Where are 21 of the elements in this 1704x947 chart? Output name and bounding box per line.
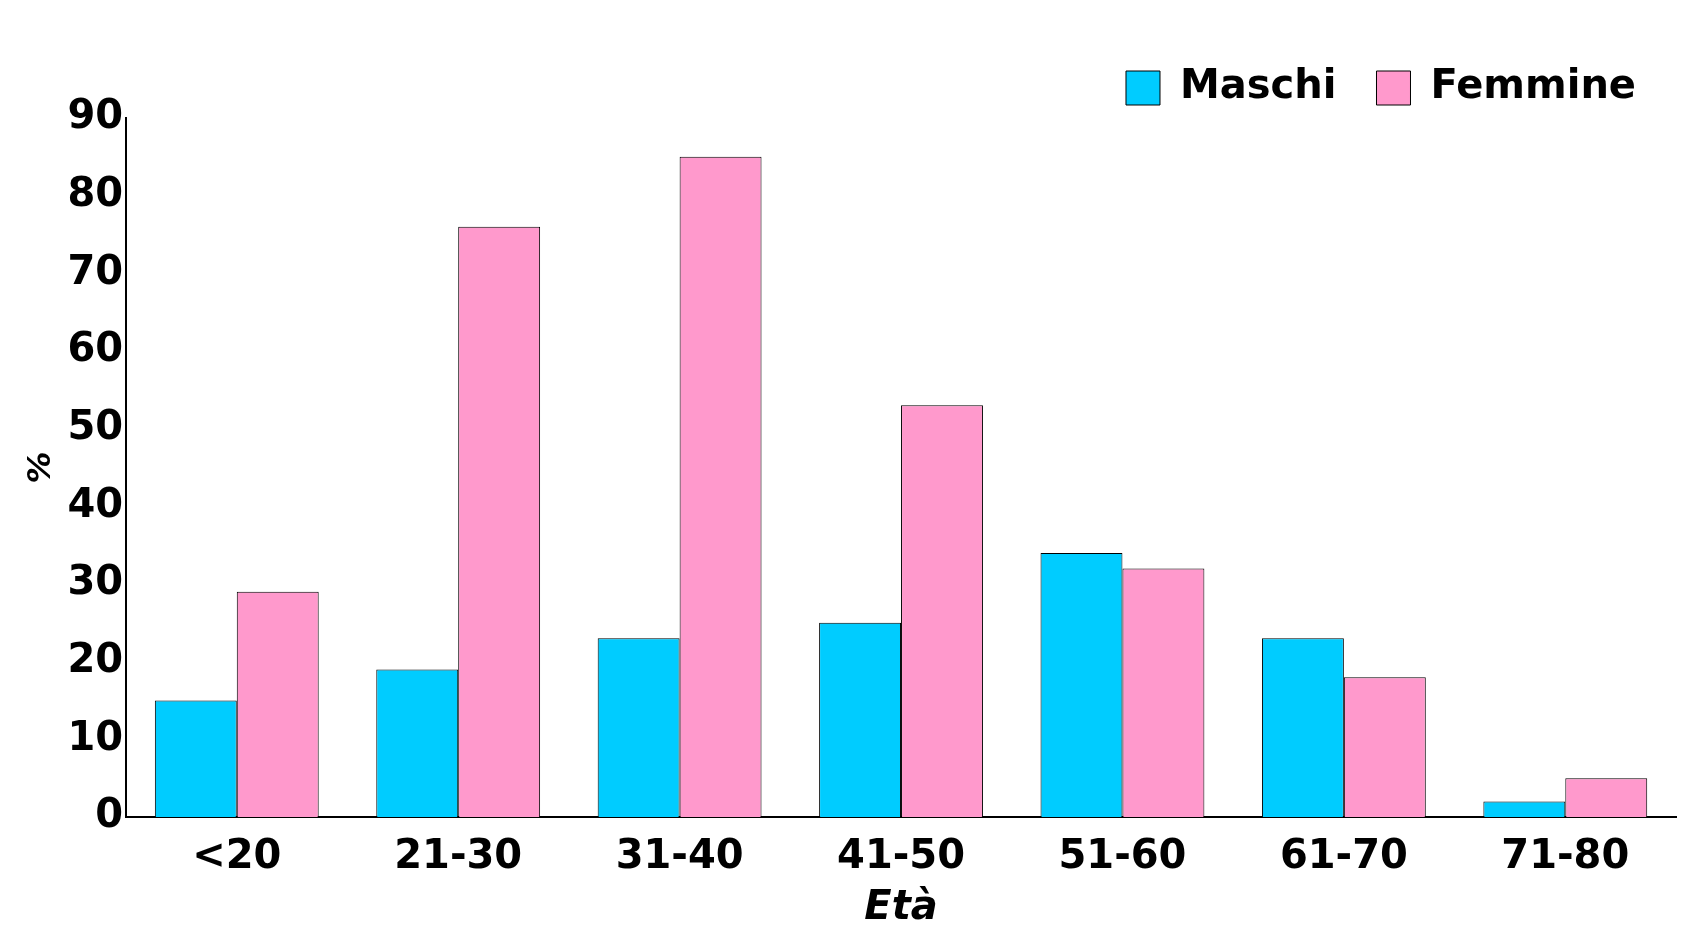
x-tick-label: 51-60 [1058,831,1187,878]
y-tick-label: 80 [67,169,124,216]
y-axis-title: % [19,451,58,484]
y-tick-label: 0 [95,790,124,837]
y-tick-label: 30 [67,557,124,604]
y-tick-label: 50 [67,402,124,449]
x-tick-label: 71-80 [1501,831,1630,878]
x-tick-label: <20 [192,831,282,878]
y-tick-label: 70 [67,246,124,293]
x-tick-label: 31-40 [615,831,744,878]
x-tick-label: 61-70 [1279,831,1408,878]
legend-label: Maschi [1179,61,1337,108]
legend-label: Femmine [1430,61,1637,108]
x-axis-title: Età [864,882,938,929]
y-tick-label: 40 [67,479,124,526]
x-tick-label: 21-30 [394,831,523,878]
y-tick-label: 20 [67,635,124,682]
y-tick-label: 60 [67,324,124,371]
y-tick-label: 10 [67,712,124,759]
y-tick-label: 90 [67,91,124,138]
x-tick-label: 41-50 [837,831,965,878]
